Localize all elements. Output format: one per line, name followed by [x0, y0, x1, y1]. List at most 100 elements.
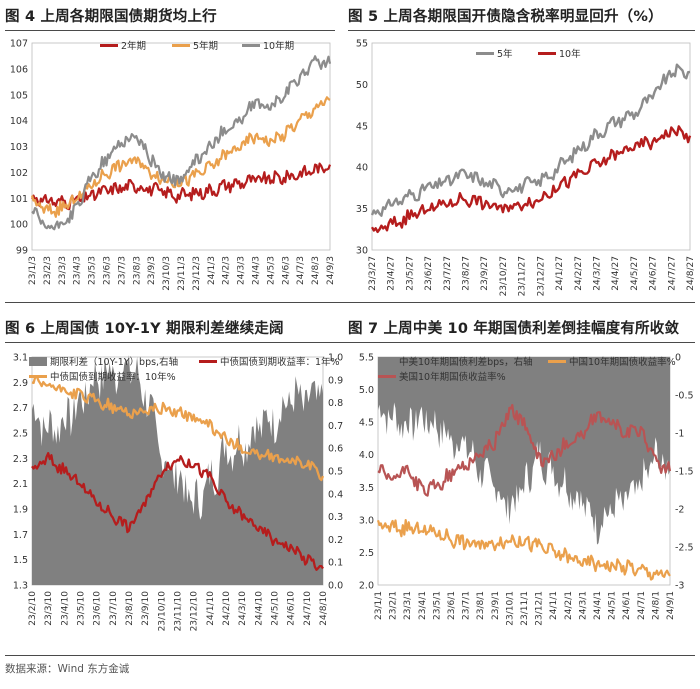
x-tick-label: 23/2/1	[389, 591, 399, 620]
x-tick-label: 23/7/1	[462, 591, 472, 620]
legend-label: 中债国债到期收益率：10年%	[50, 371, 176, 383]
y-tick-label: 45	[356, 121, 368, 132]
x-tick-label: 23/6/1	[447, 591, 457, 620]
y2-tick-label: -2	[675, 505, 684, 516]
x-tick-label: 24/9/3	[326, 256, 336, 285]
x-tick-label: 23/8/27	[462, 256, 472, 291]
x-tick-label: 23/10/1	[505, 591, 515, 626]
y-tick-label: 102	[10, 168, 28, 179]
y-tick-label: 107	[10, 39, 28, 50]
y2-tick-label: 0.5	[328, 467, 343, 478]
x-tick-label: 24/4/1	[593, 591, 603, 620]
section-divider	[5, 655, 695, 656]
x-tick-label: 23/7/27	[443, 256, 453, 291]
x-tick-label: 24/8/3	[311, 256, 321, 285]
area-series-0	[32, 355, 323, 585]
x-tick-label: 24/1/1	[549, 591, 559, 620]
x-tick-label: 24/6/3	[281, 256, 291, 285]
y2-tick-label: 0.1	[328, 558, 343, 569]
x-tick-label: 23/2/10	[28, 591, 38, 626]
x-tick-label: 23/7/10	[109, 591, 119, 626]
x-tick-label: 23/12/27	[536, 256, 546, 296]
x-tick-label: 23/3/1	[403, 591, 413, 620]
line-series-0	[370, 63, 691, 217]
chart-panel-tax-rate: 图 5 上周各期限国开债隐含税率明显回升（%） 30 35 40 45 50 55 23/3…	[348, 5, 696, 300]
legend-label: 美国10年期国债收益率%	[399, 371, 506, 383]
line-series-1	[31, 452, 324, 571]
x-tick-label: 23/3/3	[58, 256, 68, 285]
x-tick-label: 24/5/3	[266, 256, 276, 285]
y-tick-label: 1.7	[13, 530, 28, 541]
y2-tick-label: 0	[675, 353, 681, 364]
y-tick-label: 1.5	[13, 555, 28, 566]
y-tick-label: 2.9	[13, 378, 28, 389]
y2-tick-label: 0.6	[328, 444, 343, 455]
line-series-1	[376, 519, 671, 581]
y2-tick-label: -2.5	[675, 543, 694, 554]
y-tick-label: 2.0	[359, 581, 374, 592]
y2-tick-label: 0.2	[328, 535, 343, 546]
x-tick-label: 23/11/27	[518, 256, 528, 296]
x-tick-label: 24/6/1	[622, 591, 632, 620]
x-tick-label: 23/12/3	[192, 256, 202, 291]
x-tick-label: 23/10/27	[499, 256, 509, 296]
x-tick-label: 23/11/1	[520, 591, 530, 626]
y2-tick-label: 0.9	[328, 375, 343, 386]
legend-swatch	[29, 357, 47, 366]
line-series-2	[31, 375, 325, 482]
chart-term-spread: 1.3 1.5 1.7 1.9 2.1 2.3 2.5 2.7 2.9 3.1 0.0 0.1 0.2 0…	[13, 353, 343, 632]
x-tick-label: 23/12/10	[190, 591, 200, 632]
legend-label: 5年期	[193, 40, 218, 52]
chart-title: 图 5 上周各期限国开债隐含税率明显回升（%）	[348, 9, 663, 25]
x-tick-label: 23/5/1	[432, 591, 442, 620]
x-tick-label: 23/11/10	[174, 591, 184, 632]
chart-title: 图 7 上周中美 10 年期国债利差倒挂幅度有所收敛	[348, 321, 680, 337]
y-tick-label: 99	[16, 246, 28, 257]
y2-tick-label: 0.7	[328, 421, 343, 432]
x-tick-label: 24/7/27	[667, 256, 677, 291]
chart-title: 图 6 上周国债 10Y-1Y 期限利差继续走阔	[5, 321, 284, 337]
y-tick-label: 104	[10, 116, 28, 127]
title-rule	[5, 342, 350, 343]
y-tick-label: 101	[10, 194, 28, 205]
x-tick-label: 23/10/3	[162, 256, 172, 291]
x-tick-label: 23/9/1	[491, 591, 501, 620]
section-divider	[5, 302, 695, 303]
x-tick-label: 23/3/10	[44, 591, 54, 626]
x-tick-label: 23/9/27	[480, 256, 490, 291]
x-tick-label: 23/4/1	[418, 591, 428, 620]
legend-label: 2年期	[121, 40, 146, 52]
chart-cn-us-spread: 2.0 2.5 3.0 3.5 4.0 4.5 5.0 5.5 0 -0.5 -1 -1.5 -2 -2.…	[359, 353, 694, 626]
y-tick-label: 1.3	[13, 581, 28, 592]
x-tick-label: 23/12/1	[535, 591, 545, 626]
x-tick-label: 23/4/27	[387, 256, 397, 291]
x-tick-label: 23/6/27	[424, 256, 434, 291]
y2-tick-label: 0.4	[328, 489, 343, 500]
chart-futures: 99 100 101 102 103 104 105 106 107 23/1/3 23/2/3 23…	[10, 39, 336, 291]
x-tick-label: 24/6/10	[287, 591, 297, 626]
x-tick-label: 23/7/3	[117, 256, 127, 285]
x-tick-label: 23/1/1	[374, 591, 384, 620]
x-tick-label: 23/9/3	[147, 256, 157, 285]
x-tick-label: 24/3/3	[237, 256, 247, 285]
legend-label: 10年期	[263, 40, 294, 52]
x-tick-label: 23/1/3	[28, 256, 38, 285]
line-series-1	[370, 125, 692, 234]
x-tick-label: 23/3/27	[368, 256, 378, 291]
chart-panel-cn-us-spread: 图 7 上周中美 10 年期国债利差倒挂幅度有所收敛 2.0 2.5 3.0 3.5 4…	[348, 317, 695, 655]
y-tick-label: 5.5	[359, 353, 374, 364]
legend-label: 中美10年期国债利差bps，右轴	[399, 356, 533, 368]
x-tick-label: 23/4/3	[73, 256, 83, 285]
y2-tick-label: -1.5	[675, 467, 694, 478]
y-tick-label: 2.7	[13, 403, 28, 414]
x-tick-label: 23/6/10	[93, 591, 103, 626]
x-tick-label: 24/7/1	[637, 591, 647, 620]
x-tick-label: 23/5/3	[88, 256, 98, 285]
line-series-0	[31, 162, 332, 211]
x-tick-label: 23/5/10	[77, 591, 87, 626]
line-series-2	[377, 403, 672, 497]
x-tick-label: 24/3/10	[238, 591, 248, 626]
y2-tick-label: 0.0	[328, 581, 343, 592]
x-tick-label: 24/8/27	[686, 256, 696, 291]
y-tick-label: 3.1	[13, 353, 28, 364]
